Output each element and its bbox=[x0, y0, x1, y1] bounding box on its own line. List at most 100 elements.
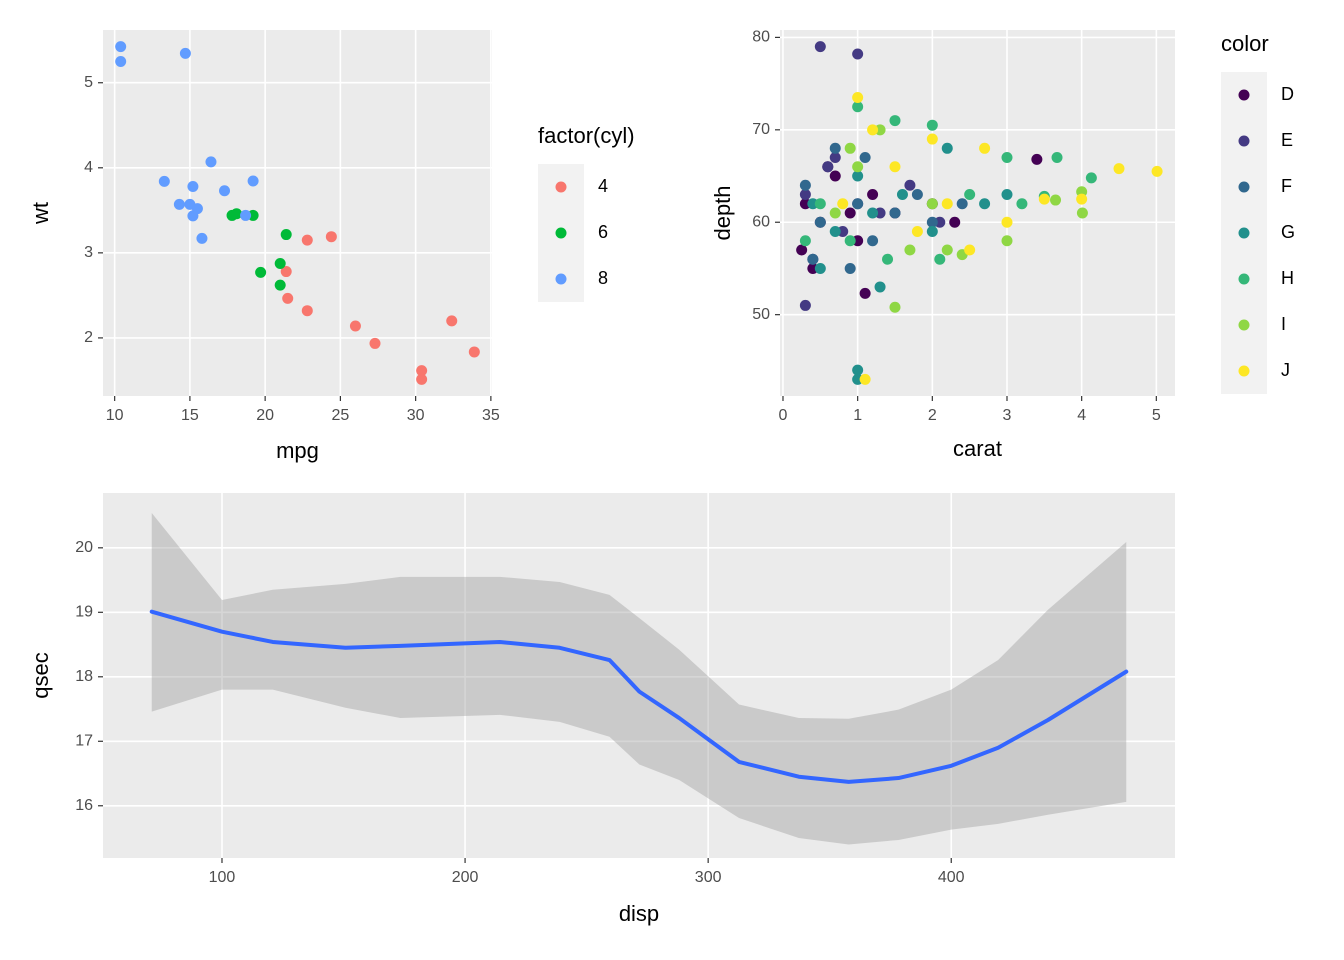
x-tick-label: 400 bbox=[938, 869, 965, 886]
point bbox=[325, 231, 337, 243]
point bbox=[814, 216, 826, 228]
point bbox=[416, 373, 428, 385]
point bbox=[852, 161, 864, 173]
point bbox=[280, 229, 292, 241]
legend-key bbox=[1238, 273, 1250, 285]
point bbox=[187, 210, 199, 222]
point bbox=[852, 198, 864, 210]
point bbox=[349, 320, 361, 332]
legend-key bbox=[1238, 89, 1250, 101]
point bbox=[889, 115, 901, 127]
legend-key bbox=[555, 273, 567, 285]
y-tick-label: 70 bbox=[752, 121, 770, 138]
point bbox=[867, 124, 879, 136]
y-tick-label: 19 bbox=[75, 604, 93, 621]
point bbox=[1001, 152, 1013, 164]
point bbox=[867, 235, 879, 247]
legend-key bbox=[1238, 319, 1250, 331]
x-tick-label: 200 bbox=[452, 869, 479, 886]
smooth-line bbox=[149, 609, 1129, 784]
point bbox=[814, 198, 826, 210]
point bbox=[852, 48, 864, 60]
point bbox=[852, 364, 864, 376]
y-tick-label: 17 bbox=[75, 732, 93, 749]
point bbox=[844, 142, 856, 154]
point bbox=[369, 337, 381, 349]
legend-key bbox=[555, 181, 567, 193]
point bbox=[301, 234, 313, 246]
x-tick-label: 10 bbox=[106, 407, 124, 424]
point bbox=[799, 299, 811, 311]
point bbox=[1051, 152, 1063, 164]
point bbox=[187, 181, 199, 193]
point bbox=[1151, 165, 1163, 177]
x-axis-title: disp bbox=[619, 901, 659, 926]
point bbox=[274, 257, 286, 269]
x-axis-title: mpg bbox=[276, 438, 319, 463]
point bbox=[934, 253, 946, 265]
point bbox=[1031, 153, 1043, 165]
x-tick-label: 1 bbox=[853, 407, 862, 424]
point bbox=[979, 142, 991, 154]
x-tick-label: 15 bbox=[181, 407, 199, 424]
y-tick-label: 18 bbox=[75, 668, 93, 685]
legend-key bbox=[1238, 135, 1250, 147]
point bbox=[799, 179, 811, 191]
point bbox=[184, 198, 196, 210]
point bbox=[173, 198, 185, 210]
point bbox=[904, 179, 916, 191]
point bbox=[247, 175, 259, 187]
point bbox=[859, 373, 871, 385]
y-axis-title: wt bbox=[28, 202, 53, 225]
panel bbox=[103, 30, 492, 396]
legend-label: 8 bbox=[598, 268, 608, 288]
point bbox=[226, 209, 238, 221]
point bbox=[941, 198, 953, 210]
legend-label: D bbox=[1281, 84, 1294, 104]
point bbox=[446, 315, 458, 327]
point bbox=[814, 41, 826, 53]
y-tick-label: 5 bbox=[84, 74, 93, 91]
point bbox=[796, 244, 808, 256]
point bbox=[926, 198, 938, 210]
y-tick-label: 50 bbox=[752, 306, 770, 323]
point bbox=[941, 244, 953, 256]
point bbox=[852, 101, 864, 113]
point bbox=[115, 41, 127, 53]
point bbox=[274, 279, 286, 291]
point bbox=[115, 55, 127, 67]
x-tick-label: 35 bbox=[482, 407, 500, 424]
y-tick-label: 4 bbox=[84, 159, 93, 176]
legend-key bbox=[555, 227, 567, 239]
point bbox=[158, 175, 170, 187]
x-tick-label: 0 bbox=[779, 407, 788, 424]
legend-label: 6 bbox=[598, 222, 608, 242]
point bbox=[844, 207, 856, 219]
point bbox=[964, 244, 976, 256]
point bbox=[240, 209, 252, 221]
legend-label: F bbox=[1281, 176, 1292, 196]
y-tick-label: 20 bbox=[75, 539, 93, 556]
point bbox=[859, 287, 871, 299]
x-tick-label: 25 bbox=[331, 407, 349, 424]
legend-label: E bbox=[1281, 130, 1293, 150]
point bbox=[837, 198, 849, 210]
legend-label: J bbox=[1281, 360, 1290, 380]
point bbox=[282, 292, 294, 304]
point bbox=[867, 207, 879, 219]
point bbox=[829, 225, 841, 237]
point bbox=[829, 152, 841, 164]
legend-label: 4 bbox=[598, 176, 608, 196]
legend-label: I bbox=[1281, 314, 1286, 334]
point bbox=[911, 189, 923, 201]
point bbox=[219, 185, 231, 197]
y-tick-label: 2 bbox=[84, 329, 93, 346]
y-tick-label: 60 bbox=[752, 213, 770, 230]
x-tick-label: 4 bbox=[1077, 407, 1086, 424]
point bbox=[852, 170, 864, 182]
point bbox=[799, 235, 811, 247]
point bbox=[255, 266, 267, 278]
legend-title: factor(cyl) bbox=[538, 123, 635, 148]
x-tick-label: 3 bbox=[1003, 407, 1012, 424]
point bbox=[844, 262, 856, 274]
